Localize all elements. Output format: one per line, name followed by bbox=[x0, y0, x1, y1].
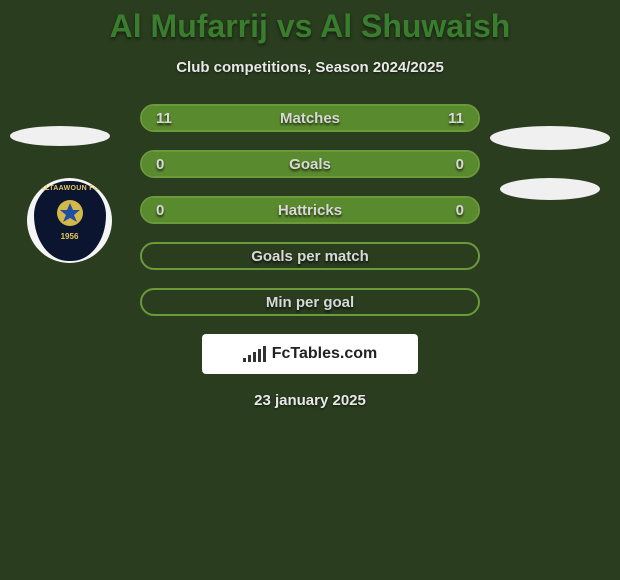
badge-ball-icon bbox=[55, 198, 85, 228]
stat-value-left: 0 bbox=[156, 156, 164, 173]
stat-value-left: 11 bbox=[156, 110, 172, 127]
team-badge: ALTAAWOUN FC 1956 bbox=[27, 178, 112, 263]
decor-ellipse-right-top bbox=[490, 126, 610, 150]
stat-value-right: 0 bbox=[456, 202, 464, 219]
date-text: 23 january 2025 bbox=[0, 392, 620, 409]
page-title: Al Mufarrij vs Al Shuwaish bbox=[0, 0, 620, 45]
stat-row-hattricks: 0 Hattricks 0 bbox=[140, 196, 480, 224]
stat-value-right: 11 bbox=[448, 110, 464, 127]
stat-row-goals: 0 Goals 0 bbox=[140, 150, 480, 178]
stat-value-left: 0 bbox=[156, 202, 164, 219]
stat-label: Matches bbox=[280, 110, 340, 127]
decor-ellipse-left-top bbox=[10, 126, 110, 146]
stat-row-matches: 11 Matches 11 bbox=[140, 104, 480, 132]
stat-label: Goals bbox=[289, 156, 331, 173]
badge-shield: ALTAAWOUN FC 1956 bbox=[34, 181, 106, 261]
stat-label: Goals per match bbox=[251, 248, 369, 265]
stat-label: Min per goal bbox=[266, 294, 354, 311]
decor-ellipse-right-mid bbox=[500, 178, 600, 200]
stat-value-right: 0 bbox=[456, 156, 464, 173]
badge-club-name: ALTAAWOUN FC bbox=[40, 185, 99, 192]
badge-year: 1956 bbox=[61, 232, 79, 241]
stat-row-goals-per-match: Goals per match bbox=[140, 242, 480, 270]
chart-bars-icon bbox=[243, 346, 266, 362]
stat-row-min-per-goal: Min per goal bbox=[140, 288, 480, 316]
attribution-badge: FcTables.com bbox=[202, 334, 418, 374]
stat-label: Hattricks bbox=[278, 202, 342, 219]
attribution-text: FcTables.com bbox=[272, 345, 378, 363]
subtitle: Club competitions, Season 2024/2025 bbox=[0, 59, 620, 76]
